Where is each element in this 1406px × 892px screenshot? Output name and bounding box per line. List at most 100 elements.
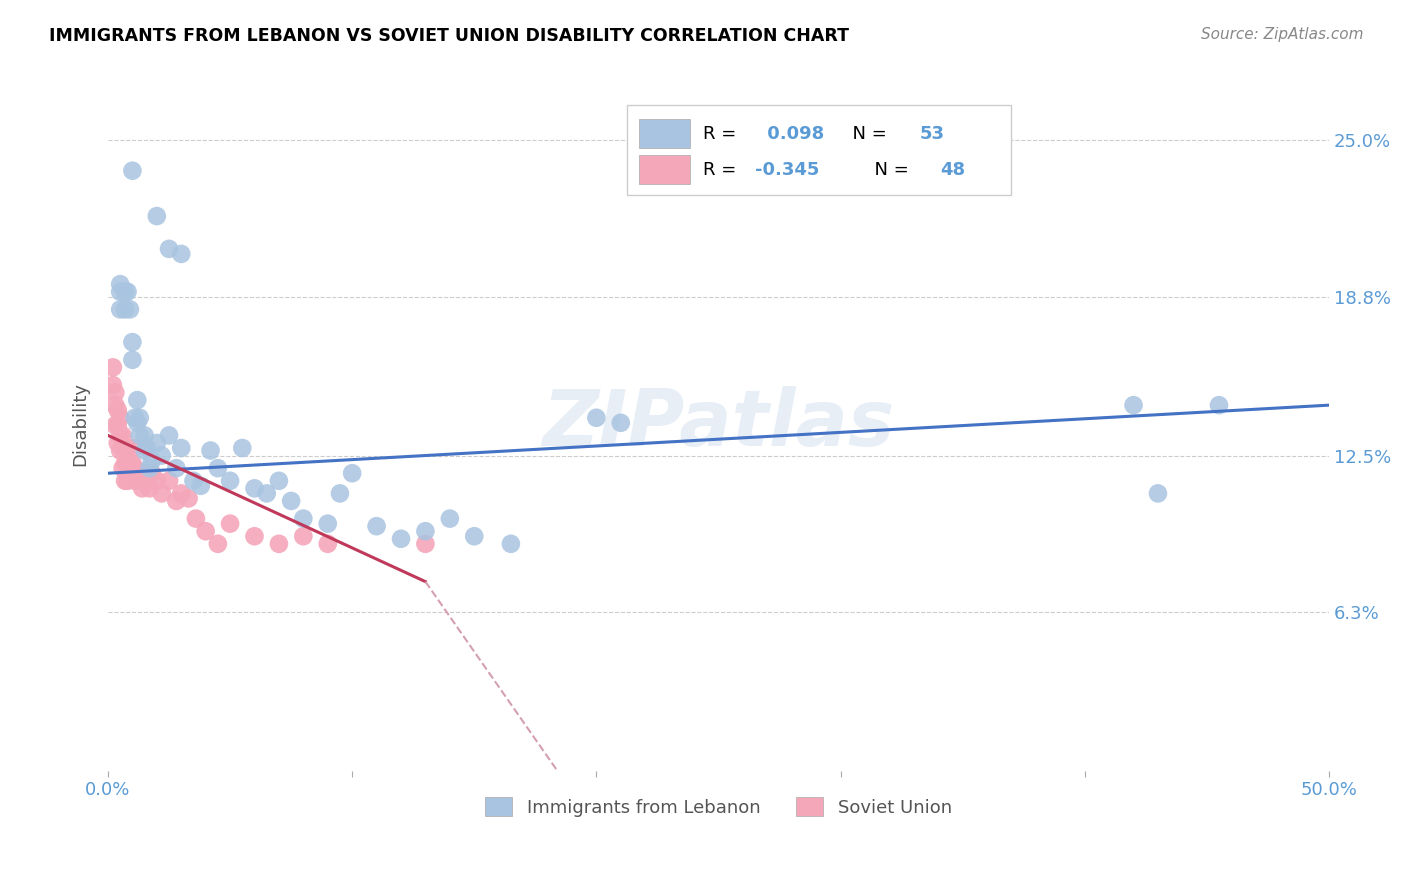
Point xyxy=(157,474,180,488)
Point xyxy=(136,474,159,488)
FancyBboxPatch shape xyxy=(640,119,690,148)
Point xyxy=(146,436,169,450)
Text: R =: R = xyxy=(703,161,741,178)
Point xyxy=(117,474,139,488)
Point xyxy=(101,360,124,375)
Point xyxy=(111,461,134,475)
Point xyxy=(121,441,143,455)
Point xyxy=(243,529,266,543)
Point xyxy=(114,474,136,488)
Point xyxy=(280,494,302,508)
Point xyxy=(439,511,461,525)
Point xyxy=(138,461,160,475)
Point xyxy=(134,443,156,458)
Point xyxy=(121,335,143,350)
Point xyxy=(207,537,229,551)
Point xyxy=(463,529,485,543)
Point xyxy=(114,456,136,470)
Point xyxy=(128,474,150,488)
Point xyxy=(127,416,149,430)
Point xyxy=(108,428,131,442)
Text: N =: N = xyxy=(841,125,891,143)
Point xyxy=(114,302,136,317)
Point xyxy=(111,441,134,455)
Point xyxy=(124,410,146,425)
Point xyxy=(108,302,131,317)
Point xyxy=(1208,398,1230,412)
Point xyxy=(170,247,193,261)
Point xyxy=(183,474,205,488)
Point xyxy=(177,491,200,506)
Point xyxy=(415,524,437,539)
Text: 53: 53 xyxy=(920,125,945,143)
Point xyxy=(107,403,129,417)
Text: 48: 48 xyxy=(941,161,966,178)
Point xyxy=(267,474,290,488)
Point xyxy=(114,441,136,455)
Y-axis label: Disability: Disability xyxy=(72,382,89,466)
Point xyxy=(243,481,266,495)
Point xyxy=(340,467,363,481)
Point xyxy=(121,163,143,178)
Point xyxy=(267,537,290,551)
Point xyxy=(107,418,129,433)
Point xyxy=(138,481,160,495)
Point xyxy=(1147,486,1170,500)
Point xyxy=(292,511,315,525)
Point xyxy=(316,516,339,531)
Point xyxy=(107,436,129,450)
Point xyxy=(316,537,339,551)
Point xyxy=(207,461,229,475)
Text: ZIPatlas: ZIPatlas xyxy=(543,386,894,462)
Point xyxy=(111,428,134,442)
Point xyxy=(121,456,143,470)
Point xyxy=(170,486,193,500)
Point xyxy=(114,285,136,299)
Point xyxy=(118,467,141,481)
Point xyxy=(108,285,131,299)
Point xyxy=(389,532,412,546)
Point xyxy=(184,511,207,525)
Point xyxy=(117,441,139,455)
Point xyxy=(136,441,159,455)
FancyBboxPatch shape xyxy=(640,155,690,185)
Point xyxy=(194,524,217,539)
Point xyxy=(141,467,163,481)
Point xyxy=(128,410,150,425)
Point xyxy=(165,461,187,475)
Point xyxy=(108,277,131,292)
Point xyxy=(292,529,315,543)
Point xyxy=(117,456,139,470)
Point xyxy=(150,486,173,500)
Point xyxy=(117,285,139,299)
Point xyxy=(200,443,222,458)
Text: IMMIGRANTS FROM LEBANON VS SOVIET UNION DISABILITY CORRELATION CHART: IMMIGRANTS FROM LEBANON VS SOVIET UNION … xyxy=(49,27,849,45)
Text: R =: R = xyxy=(703,125,741,143)
Point xyxy=(231,441,253,455)
Point xyxy=(131,481,153,495)
Point xyxy=(101,378,124,392)
Point xyxy=(170,441,193,455)
Point xyxy=(256,486,278,500)
Legend: Immigrants from Lebanon, Soviet Union: Immigrants from Lebanon, Soviet Union xyxy=(478,790,959,824)
Point xyxy=(219,516,242,531)
Point xyxy=(146,209,169,223)
Point xyxy=(127,467,149,481)
Point xyxy=(104,418,127,433)
Point xyxy=(124,461,146,475)
Point xyxy=(118,456,141,470)
Point xyxy=(121,352,143,367)
Point xyxy=(141,453,163,467)
Point xyxy=(118,302,141,317)
Text: Source: ZipAtlas.com: Source: ZipAtlas.com xyxy=(1201,27,1364,42)
Text: N =: N = xyxy=(862,161,914,178)
Point xyxy=(124,474,146,488)
FancyBboxPatch shape xyxy=(627,105,1011,195)
Point xyxy=(157,242,180,256)
Point xyxy=(108,410,131,425)
Point xyxy=(134,467,156,481)
Point xyxy=(157,428,180,442)
Point xyxy=(134,428,156,442)
Point xyxy=(585,410,607,425)
Point xyxy=(366,519,388,533)
